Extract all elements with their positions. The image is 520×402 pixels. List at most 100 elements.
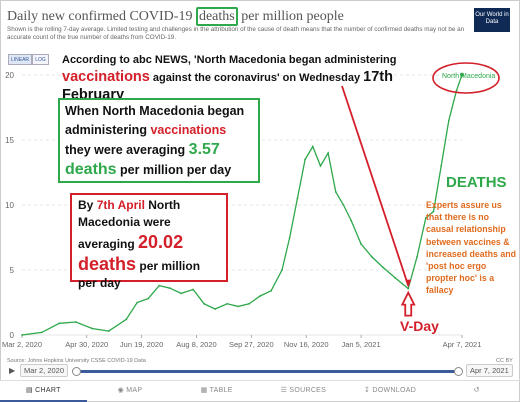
data-point xyxy=(226,302,229,305)
title-after: per million people xyxy=(237,9,344,24)
share-icon: ↺ xyxy=(473,387,480,394)
tab-bar: ▤ CHART ◉ MAP ▦ TABLE ☰ SOURCES ↧ DOWNLO… xyxy=(0,380,520,402)
x-tick-label: Sep 27, 2020 xyxy=(229,340,274,349)
license-text[interactable]: CC BY xyxy=(496,358,513,364)
data-point xyxy=(158,284,161,287)
data-point xyxy=(125,318,128,321)
data-point xyxy=(382,266,384,269)
tab-sources[interactable]: ☰ SOURCES xyxy=(280,387,327,394)
data-point xyxy=(447,119,450,122)
data-point xyxy=(327,152,330,154)
sources-icon: ☰ xyxy=(280,387,290,394)
x-tick-label: Jan 5, 2021 xyxy=(341,340,380,349)
data-point xyxy=(281,269,283,271)
table-icon: ▦ xyxy=(200,387,210,394)
data-point xyxy=(407,287,410,290)
y-tick-label: 15 xyxy=(5,136,14,145)
y-tick-label: 10 xyxy=(5,201,14,210)
data-point xyxy=(40,331,43,334)
download-icon: ↧ xyxy=(364,387,373,394)
x-axis-ticks: Mar 2, 2020 Apr 30, 2020 Jun 19, 2020 Aug 8… xyxy=(2,335,481,349)
chart-markers: North Macedonia xyxy=(21,62,500,336)
data-point xyxy=(334,191,337,193)
data-point xyxy=(371,256,373,258)
data-point xyxy=(169,287,172,290)
deaths-label: DEATHS xyxy=(446,174,507,191)
series-label: North Macedonia xyxy=(442,73,495,80)
data-point xyxy=(288,236,291,239)
linear-toggle[interactable]: LINEAR xyxy=(8,54,32,65)
data-point xyxy=(21,334,23,336)
x-tick-label: Aug 8, 2020 xyxy=(176,340,216,349)
title-highlight-box: deaths xyxy=(195,7,238,26)
chart-subtitle: Shown is the rolling 7-day average. Limi… xyxy=(7,26,465,41)
play-icon[interactable]: ▶ xyxy=(9,366,16,375)
timeline-end-handle[interactable] xyxy=(454,367,463,376)
source-text[interactable]: Source: Johns Hopkins University CSSE CO… xyxy=(7,358,146,364)
series-end-dot xyxy=(460,72,464,77)
data-point xyxy=(147,297,150,300)
x-tick-label: Apr 7, 2021 xyxy=(443,340,482,349)
data-point xyxy=(360,243,362,245)
data-point xyxy=(342,204,345,206)
y-tick-label: 20 xyxy=(5,71,14,80)
data-point xyxy=(270,289,272,292)
timeline-track[interactable] xyxy=(76,370,458,373)
vday-label: V-Day xyxy=(400,318,439,334)
vday-pointer-line xyxy=(341,85,410,286)
tab-share[interactable]: ↺ xyxy=(433,381,520,402)
data-point xyxy=(192,288,195,291)
title-before: Daily new confirmed COVID-19 xyxy=(7,9,196,24)
tab-chart[interactable]: ▤ CHART xyxy=(0,381,87,402)
x-tick-label: Mar 2, 2020 xyxy=(2,340,42,349)
x-tick-label: Nov 16, 2020 xyxy=(284,340,329,349)
series-label-circle xyxy=(432,62,500,94)
data-point xyxy=(416,256,418,258)
data-point xyxy=(259,295,262,297)
owid-logo[interactable]: Our World in Data xyxy=(474,8,510,32)
timeline-bar[interactable]: ▶ Mar 2, 2020 Apr 7, 2021 xyxy=(0,363,520,378)
data-point xyxy=(58,322,61,325)
data-point xyxy=(455,89,458,92)
x-tick-label: Apr 30, 2020 xyxy=(65,340,108,349)
data-point xyxy=(214,308,217,310)
x-tick-label: Jun 19, 2020 xyxy=(120,340,163,349)
data-point xyxy=(304,158,306,161)
tab-table[interactable]: ▦ TABLE xyxy=(200,387,233,394)
data-point xyxy=(107,330,110,332)
data-point xyxy=(203,302,206,305)
y-tick-label: 0 xyxy=(10,331,15,340)
log-toggle[interactable]: LOG xyxy=(32,54,49,65)
data-point xyxy=(394,276,396,279)
y-tick-label: 5 xyxy=(10,266,15,275)
timeline-start-label[interactable]: Mar 2, 2020 xyxy=(20,364,69,377)
vday-pointer-tip xyxy=(405,279,412,288)
timeline-start-handle[interactable] xyxy=(72,367,81,376)
data-point xyxy=(74,321,77,323)
data-point xyxy=(296,197,299,200)
title-boxed-word: deaths xyxy=(198,9,235,24)
data-point xyxy=(311,145,314,148)
data-point xyxy=(350,219,353,222)
data-point xyxy=(91,327,94,330)
vaccination-start-box: When North Macedonia began administering… xyxy=(58,98,260,183)
data-point xyxy=(136,301,139,304)
timeline-end-label[interactable]: Apr 7, 2021 xyxy=(466,364,513,377)
chart-title: Daily new confirmed COVID-19 deaths per … xyxy=(7,7,344,26)
y-axis-ticks: 0 5 10 15 20 xyxy=(5,71,14,340)
experts-annotation: Experts assure us that there is no causa… xyxy=(426,200,516,296)
data-point xyxy=(237,305,240,308)
chart-icon: ▤ xyxy=(26,387,36,394)
tab-map[interactable]: ◉ MAP xyxy=(117,387,143,394)
data-point xyxy=(432,210,435,213)
data-point xyxy=(319,165,322,167)
abc-news-annotation: According to abc NEWS, 'North Macedonia … xyxy=(62,54,397,103)
april-average-box: By 7th April North Macedonia were averag… xyxy=(70,193,228,290)
data-point xyxy=(440,165,443,167)
vday-up-arrow xyxy=(400,290,416,317)
data-point xyxy=(424,217,427,219)
data-point xyxy=(180,292,183,295)
tab-download[interactable]: ↧ DOWNLOAD xyxy=(364,387,417,394)
data-point xyxy=(248,302,251,305)
